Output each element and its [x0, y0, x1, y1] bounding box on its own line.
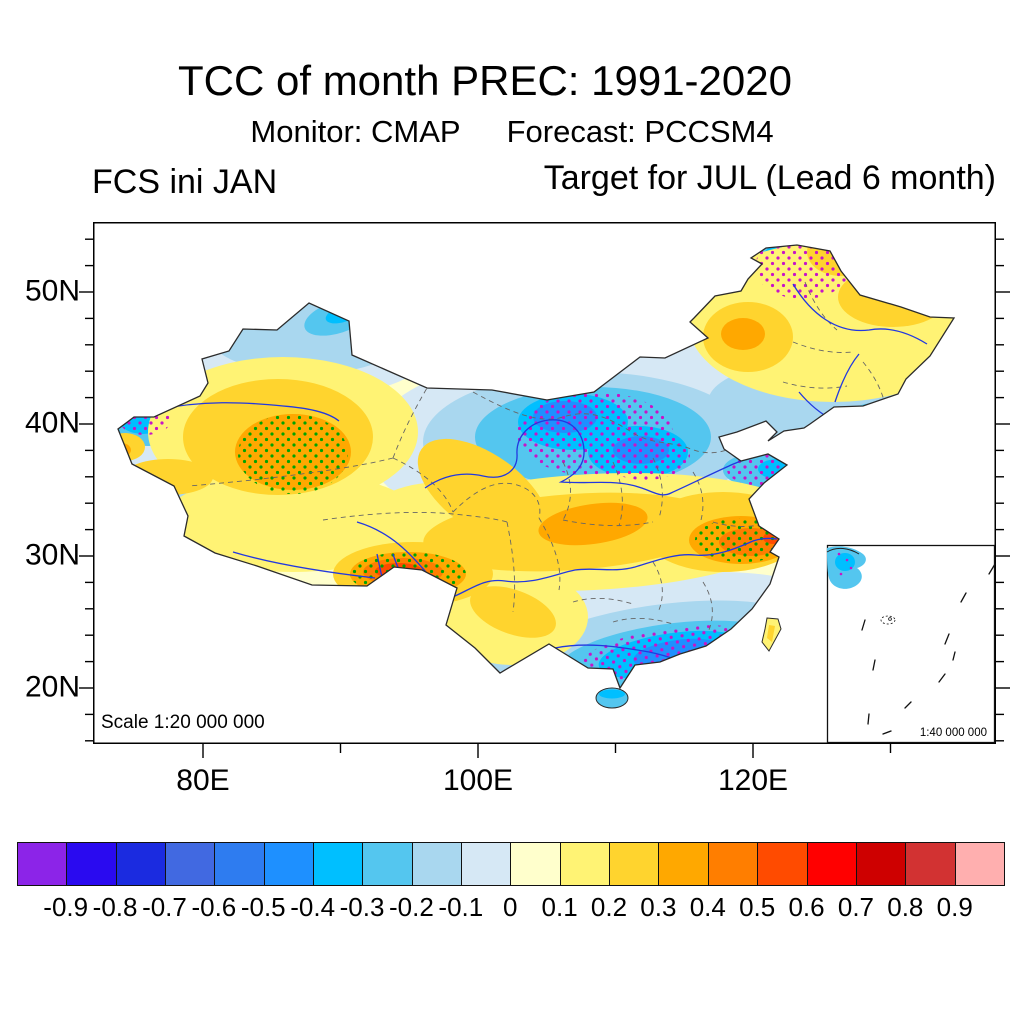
colorbar-tick-label: -0.7	[142, 892, 187, 922]
china-outline	[117, 244, 956, 690]
colorbar-swatch	[806, 842, 857, 886]
colorbar-swatch	[757, 842, 808, 886]
taiwan-island	[761, 617, 782, 652]
colorbar-swatch	[461, 842, 512, 886]
colorbar-swatch	[510, 842, 561, 886]
south-china-sea-inset: 1:40 000 000	[826, 544, 996, 744]
colorbar-tick-label: -0.2	[389, 892, 434, 922]
map-frame	[93, 222, 996, 744]
inset-scale-label: 1:40 000 000	[920, 727, 987, 739]
colorbar-tick-label: -0.4	[290, 892, 336, 922]
colorbar-swatch	[905, 842, 956, 886]
colorbar-tick-label: -0.6	[191, 892, 237, 922]
axis-ticks	[79, 238, 1010, 758]
colorbar-tick-label: 0.7	[837, 892, 875, 922]
x-tick-label-80e: 80E	[176, 764, 230, 797]
colorbar-swatch	[313, 842, 364, 886]
colorbar-swatch	[214, 842, 265, 886]
colorbar-swatch	[17, 842, 68, 886]
x-tick-label-120e: 120E	[717, 764, 789, 797]
map-scale-label: Scale 1:20 000 000	[101, 712, 265, 733]
colorbar-tick-label: 0.8	[887, 892, 924, 922]
y-tick-label-20n: 20N	[24, 670, 80, 704]
colorbar-swatch	[609, 842, 660, 886]
x-tick-label-100e: 100E	[442, 764, 514, 797]
colorbar-tick-label: 0	[502, 892, 518, 922]
y-tick-label-30n: 30N	[24, 538, 80, 572]
monitor-label: Monitor: CMAP	[250, 114, 461, 149]
colorbar-tick-label: -0.9	[43, 892, 89, 922]
colorbar-swatch	[263, 842, 315, 886]
colorbar-swatch	[855, 842, 907, 886]
colorbar-swatch	[362, 842, 413, 886]
colorbar-swatch	[66, 842, 117, 886]
map-plot: Scale 1:20 000 000 1:40 000 000	[79, 222, 1010, 758]
colorbar-tick-label: -0.8	[92, 892, 138, 922]
colorbar-tick-label: 0.2	[590, 892, 628, 922]
colorbar-tick-label: 0.9	[936, 892, 973, 922]
y-tick-label-40n: 40N	[24, 406, 80, 440]
page-title: TCC of month PREC: 1991-2020	[178, 57, 792, 104]
colorbar-tick-label: 0.6	[788, 892, 825, 922]
colorbar-swatch	[658, 842, 709, 886]
init-label: FCS ini JAN	[92, 163, 278, 201]
colorbar-swatch	[411, 842, 463, 886]
tcc-contour-field	[118, 245, 954, 688]
colorbar-tick-label: 0.4	[689, 892, 726, 922]
forecast-label: Forecast: PCCSM4	[506, 114, 774, 149]
inset-islands	[861, 563, 996, 735]
colorbar-swatch	[707, 842, 759, 886]
colorbar-tick-label: 0.3	[640, 892, 677, 922]
colorbar-labels: -0.9 -0.8 -0.7 -0.6 -0.5 -0.4 -0.3 -0.2 -0.1 0 0.1…	[41, 892, 979, 923]
colorbar-tick-label: -0.1	[438, 892, 484, 922]
target-label: Target for JUL (Lead 6 month)	[543, 159, 996, 197]
y-tick-label-50n: 50N	[24, 274, 80, 308]
stipple-purple-significant-negative	[119, 245, 901, 683]
colorbar-swatch	[115, 842, 167, 886]
hainan-island	[595, 687, 629, 709]
colorbar-swatches	[17, 842, 1005, 886]
colorbar-swatch	[954, 842, 1005, 886]
colorbar-swatch	[165, 842, 216, 886]
colorbar-tick-label: -0.5	[240, 892, 286, 922]
colorbar-tick-label: 0.1	[541, 892, 578, 922]
colorbar-tick-label: 0.5	[739, 892, 776, 922]
colorbar-swatch	[559, 842, 611, 886]
colorbar-tick-label: -0.3	[339, 892, 385, 922]
figure-subtitle: Monitor: CMAP Forecast: PCCSM4	[0, 114, 1024, 150]
province-boundaries	[188, 281, 886, 631]
